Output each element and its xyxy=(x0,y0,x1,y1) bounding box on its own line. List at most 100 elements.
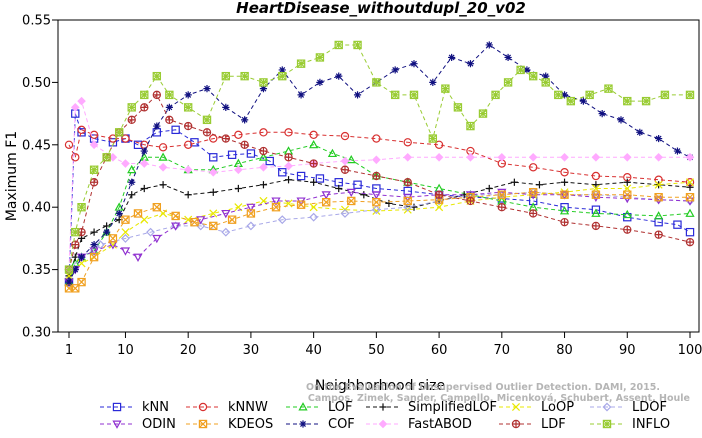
series-fastabod xyxy=(64,96,695,274)
legend-item-loop: LoOP xyxy=(499,400,574,415)
point-kdeos xyxy=(246,209,256,218)
point-knnw xyxy=(560,168,569,177)
point-inflo xyxy=(541,78,550,87)
point-cof xyxy=(77,253,86,261)
x-tick-label: 50 xyxy=(368,343,385,358)
point-ldof xyxy=(221,227,231,237)
point-inflo xyxy=(353,40,362,50)
y-tick-label: 0.55 xyxy=(22,14,51,29)
point-fastabod xyxy=(466,152,475,162)
y-tick-label: 0.30 xyxy=(22,326,51,341)
point-knnw xyxy=(340,131,350,141)
point-kdeos xyxy=(560,190,569,199)
series-cof xyxy=(65,41,694,286)
point-knn xyxy=(278,168,287,177)
legend-marker xyxy=(511,419,521,429)
point-ldf xyxy=(202,128,212,137)
legend-marker xyxy=(112,420,122,429)
point-fastabod xyxy=(340,156,350,166)
chart-title: HeartDisease_withoutdupl_20_v02 xyxy=(236,0,526,17)
point-knn xyxy=(77,128,86,137)
point-knn xyxy=(171,125,180,135)
point-cof xyxy=(485,41,493,49)
point-inflo xyxy=(315,53,325,62)
point-fastabod xyxy=(497,152,507,162)
point-simplifiedlof xyxy=(140,184,148,193)
point-kdeos xyxy=(133,209,143,218)
x-tick-label: 40 xyxy=(305,343,322,358)
legend: kNN kNNW LOF SimplifiedLOF LoOP LDOF ODIN KDEOS… xyxy=(100,400,670,432)
point-knnw xyxy=(209,134,218,143)
point-ldf xyxy=(165,115,174,125)
plot-frame xyxy=(57,19,700,333)
y-tick-label: 0.45 xyxy=(22,138,51,153)
point-knnw xyxy=(89,130,99,140)
point-ldf xyxy=(309,159,318,168)
legend-label: kNN xyxy=(142,400,169,415)
point-inflo xyxy=(240,71,249,81)
point-ldf xyxy=(89,178,99,187)
point-knn xyxy=(315,174,325,183)
point-kdeos xyxy=(271,203,281,212)
legend-marker xyxy=(511,402,521,412)
x-tick-label: 30 xyxy=(243,343,260,358)
point-simplifiedlof xyxy=(360,191,368,199)
point-knnw xyxy=(372,134,381,143)
point-fastabod xyxy=(284,161,293,171)
point-inflo xyxy=(554,90,563,100)
point-cof xyxy=(90,241,98,249)
point-odin xyxy=(346,188,356,198)
x-tick-label: 1 xyxy=(65,343,73,358)
point-ldf xyxy=(403,178,412,187)
legend-label: KDEOS xyxy=(228,417,273,432)
point-loop xyxy=(654,180,663,189)
point-kdeos xyxy=(528,188,538,197)
point-lof xyxy=(258,152,269,161)
legend-label: LDF xyxy=(541,417,566,432)
point-cof xyxy=(103,228,111,236)
point-simplifiedlof xyxy=(284,176,293,184)
point-ldof xyxy=(146,227,155,237)
legend-label: INFLO xyxy=(632,417,670,432)
point-inflo xyxy=(466,121,475,131)
point-inflo xyxy=(409,90,419,100)
point-loop xyxy=(685,178,695,187)
point-lof xyxy=(327,148,338,158)
point-simplifiedlof xyxy=(385,199,393,208)
point-simplifiedlof xyxy=(103,222,111,230)
point-cof xyxy=(222,103,230,111)
point-kdeos xyxy=(77,277,86,287)
legend-label: LoOP xyxy=(541,400,574,415)
legend-label: LDOF xyxy=(632,400,667,415)
series-line-ldf xyxy=(68,94,691,270)
point-inflo xyxy=(566,96,576,106)
point-ldof xyxy=(434,196,444,206)
point-inflo xyxy=(478,109,488,118)
point-fastabod xyxy=(121,159,130,168)
point-cof xyxy=(128,178,136,186)
point-inflo xyxy=(372,78,381,87)
point-knnw xyxy=(71,153,80,162)
point-knn xyxy=(353,180,362,189)
point-ldof xyxy=(371,205,381,215)
legend-item-lof: LOF xyxy=(286,400,353,415)
point-cof xyxy=(297,91,305,99)
point-cof xyxy=(523,66,531,74)
point-knnw xyxy=(403,138,412,147)
point-inflo xyxy=(165,90,174,100)
legend-marker xyxy=(602,419,612,429)
x-tick-label: 100 xyxy=(678,343,702,358)
legend-label: FastABOD xyxy=(408,417,472,432)
point-simplifiedlof xyxy=(560,178,569,186)
legend-marker xyxy=(198,402,208,412)
point-ldf xyxy=(340,165,350,174)
point-kdeos xyxy=(372,198,381,207)
point-odin xyxy=(152,234,162,244)
point-knn xyxy=(133,140,143,149)
x-axis-label: Neighborhood size xyxy=(315,378,445,394)
point-lof xyxy=(622,209,632,219)
point-ldof xyxy=(121,233,130,243)
point-inflo xyxy=(441,84,450,93)
point-kdeos xyxy=(209,221,218,231)
point-knnw xyxy=(77,125,86,135)
